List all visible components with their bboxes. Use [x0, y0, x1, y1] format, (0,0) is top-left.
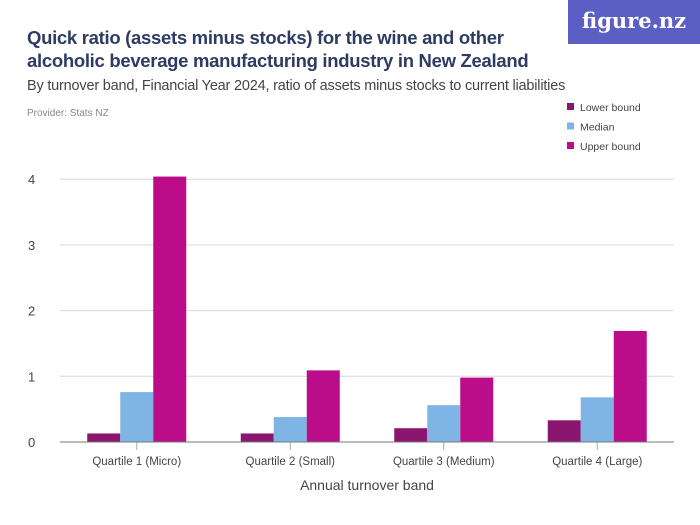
- figure-nz-logo[interactable]: figure.nz: [568, 0, 700, 44]
- x-tick-label: Quartile 3 (Medium): [393, 456, 495, 468]
- legend-label: Median: [580, 122, 615, 134]
- logo-text: figure.nz: [581, 8, 687, 33]
- legend-swatch: [567, 122, 574, 130]
- x-tick-label: Quartile 4 (Large): [552, 456, 642, 468]
- bar-median: [580, 397, 614, 442]
- bar-upper-bound: [306, 370, 340, 442]
- bar-lower-bound: [394, 428, 428, 442]
- bar-upper-bound: [613, 330, 647, 442]
- bar-lower-bound: [547, 420, 581, 442]
- bar-median: [273, 417, 307, 442]
- x-tick-label: Quartile 2 (Small): [246, 456, 336, 468]
- provider-label: Provider: Stats NZ: [27, 108, 109, 119]
- legend-swatch: [567, 142, 574, 149]
- legend-swatch: [567, 103, 574, 110]
- y-tick-label: 0: [28, 435, 35, 450]
- bar-upper-bound: [153, 176, 187, 442]
- chart-subtitle: By turnover band, Financial Year 2024, r…: [27, 78, 566, 94]
- y-tick-label: 2: [28, 304, 35, 319]
- y-tick-label: 3: [28, 238, 35, 253]
- y-tick-label: 4: [28, 172, 35, 187]
- x-tick-label: Quartile 1 (Micro): [92, 456, 181, 468]
- legend-label: Lower bound: [580, 102, 641, 114]
- bar-median: [120, 392, 154, 442]
- x-axis-label: Annual turnover band: [300, 477, 434, 493]
- chart-title: Quick ratio (assets minus stocks) for th…: [27, 27, 529, 71]
- bar-upper-bound: [460, 377, 494, 442]
- legend-label: Upper bound: [580, 141, 641, 153]
- bar-lower-bound: [240, 433, 274, 442]
- bar-median: [427, 405, 461, 442]
- y-tick-label: 1: [28, 369, 35, 384]
- bar-lower-bound: [87, 433, 121, 442]
